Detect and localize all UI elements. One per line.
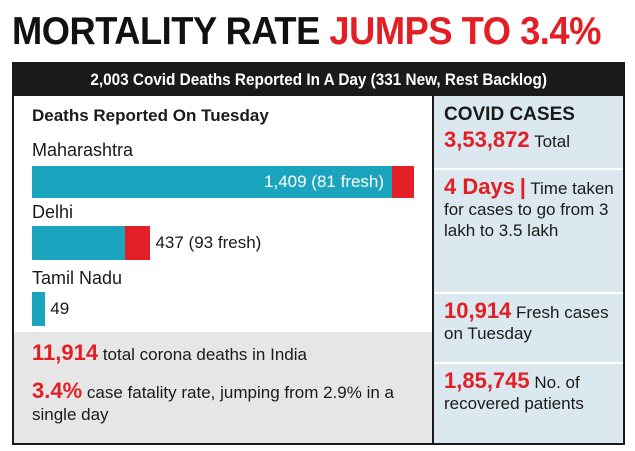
recovered-block: 1,85,745 No. of recovered patients — [434, 370, 623, 414]
fresh-cases-text: Fresh cases on Tuesday — [444, 303, 609, 343]
data-label-tamil-nadu: 49 — [50, 299, 70, 318]
fresh-cases-block: 10,914 Fresh cases on Tuesday — [434, 300, 623, 344]
covid-cases-panel: COVID CASES 3,53,872 Total 4 Days | Time… — [432, 96, 623, 443]
headline: MORTALITY RATE JUMPS TO 3.4% — [12, 6, 601, 58]
total-cases-label: Total — [534, 132, 570, 151]
stat-total-deaths: 11,914 total corona deaths in India — [32, 342, 422, 366]
state-label-delhi: Delhi — [32, 202, 74, 222]
total-deaths-value: 11,914 — [32, 340, 99, 365]
days-text: Time taken for cases to go from 3 lakh t… — [444, 179, 614, 240]
recovered-text: No. of recovered patients — [444, 373, 584, 413]
deaths-panel: Deaths Reported On Tuesday Maharashtra 1,… — [14, 96, 432, 443]
fresh-cases-value: 10,914 — [444, 298, 512, 323]
bar-backlog-tamil-nadu — [32, 292, 46, 326]
days-separator: | — [519, 174, 526, 199]
divider — [434, 362, 623, 364]
headline-part1: MORTALITY RATE — [12, 10, 320, 53]
total-deaths-text: total corona deaths in India — [102, 345, 307, 364]
bar-backlog-maharashtra — [32, 166, 393, 198]
state-label-maharashtra: Maharashtra — [32, 140, 134, 160]
subheadline-text: 2,003 Covid Deaths Reported In A Day (33… — [90, 70, 547, 89]
data-label-delhi: 437 (93 fresh) — [155, 233, 262, 252]
divider — [434, 292, 623, 294]
bar-fresh-delhi — [125, 226, 151, 260]
covid-cases-header: COVID CASES 3,53,872 Total — [434, 104, 623, 152]
bar-backlog-delhi — [32, 226, 126, 260]
fatality-rate-value: 3.4% — [32, 378, 83, 403]
covid-cases-title: COVID CASES — [444, 104, 575, 125]
stat-fatality-rate: 3.4% case fatality rate, jumping from 2.… — [32, 380, 422, 426]
stats-panel: 11,914 total corona deaths in India 3.4%… — [14, 332, 432, 443]
deaths-panel-title: Deaths Reported On Tuesday — [32, 106, 269, 125]
recovered-value: 1,85,745 — [444, 368, 530, 393]
headline-part2: JUMPS TO 3.4% — [329, 10, 601, 53]
fatality-rate-text: case fatality rate, jumping from 2.9% in… — [32, 383, 394, 424]
days-block: 4 Days | Time taken for cases to go from… — [434, 176, 623, 241]
divider — [434, 168, 623, 170]
subheadline-bar: 2,003 Covid Deaths Reported In A Day (33… — [14, 64, 623, 96]
days-value: 4 Days — [444, 174, 515, 199]
bar-fresh-maharashtra — [392, 166, 414, 198]
state-label-tamil-nadu: Tamil Nadu — [32, 268, 123, 288]
total-cases-value: 3,53,872 — [444, 127, 530, 152]
data-label-maharashtra: 1,409 (81 fresh) — [264, 172, 385, 191]
infographic-frame: 2,003 Covid Deaths Reported In A Day (33… — [12, 62, 625, 445]
